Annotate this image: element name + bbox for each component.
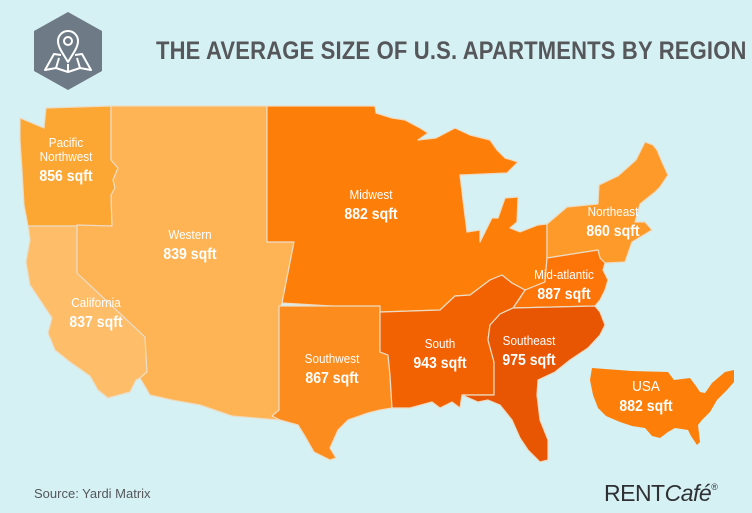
region-label-usa: USA 882 sqft [619,378,673,416]
usa-inset-map[interactable] [590,368,734,445]
region-label-south: South 943 sqft [413,336,467,372]
region-label-western: Western 839 sqft [163,227,217,263]
region-label-northeast: Northeast 860 sqft [586,204,640,240]
region-southeast[interactable] [461,305,606,463]
region-label-pacific-northwest: Pacific Northwest 856 sqft [39,135,93,185]
map-pin-icon [34,12,102,90]
region-label-southwest: Southwest 867 sqft [304,351,360,387]
source-note: Source: Yardi Matrix [34,486,151,501]
region-northeast[interactable] [546,141,669,264]
region-label-mid-atlantic: Mid-atlantic 887 sqft [534,267,594,303]
rentcafe-logo: RENTCafé® [604,480,718,506]
region-label-midwest: Midwest 882 sqft [344,187,398,223]
region-label-southeast: Southeast 975 sqft [502,333,556,369]
region-label-california: California 837 sqft [69,295,123,331]
page-title: THE AVERAGE SIZE OF U.S. APARTMENTS BY R… [156,36,747,65]
header: THE AVERAGE SIZE OF U.S. APARTMENTS BY R… [34,12,752,90]
